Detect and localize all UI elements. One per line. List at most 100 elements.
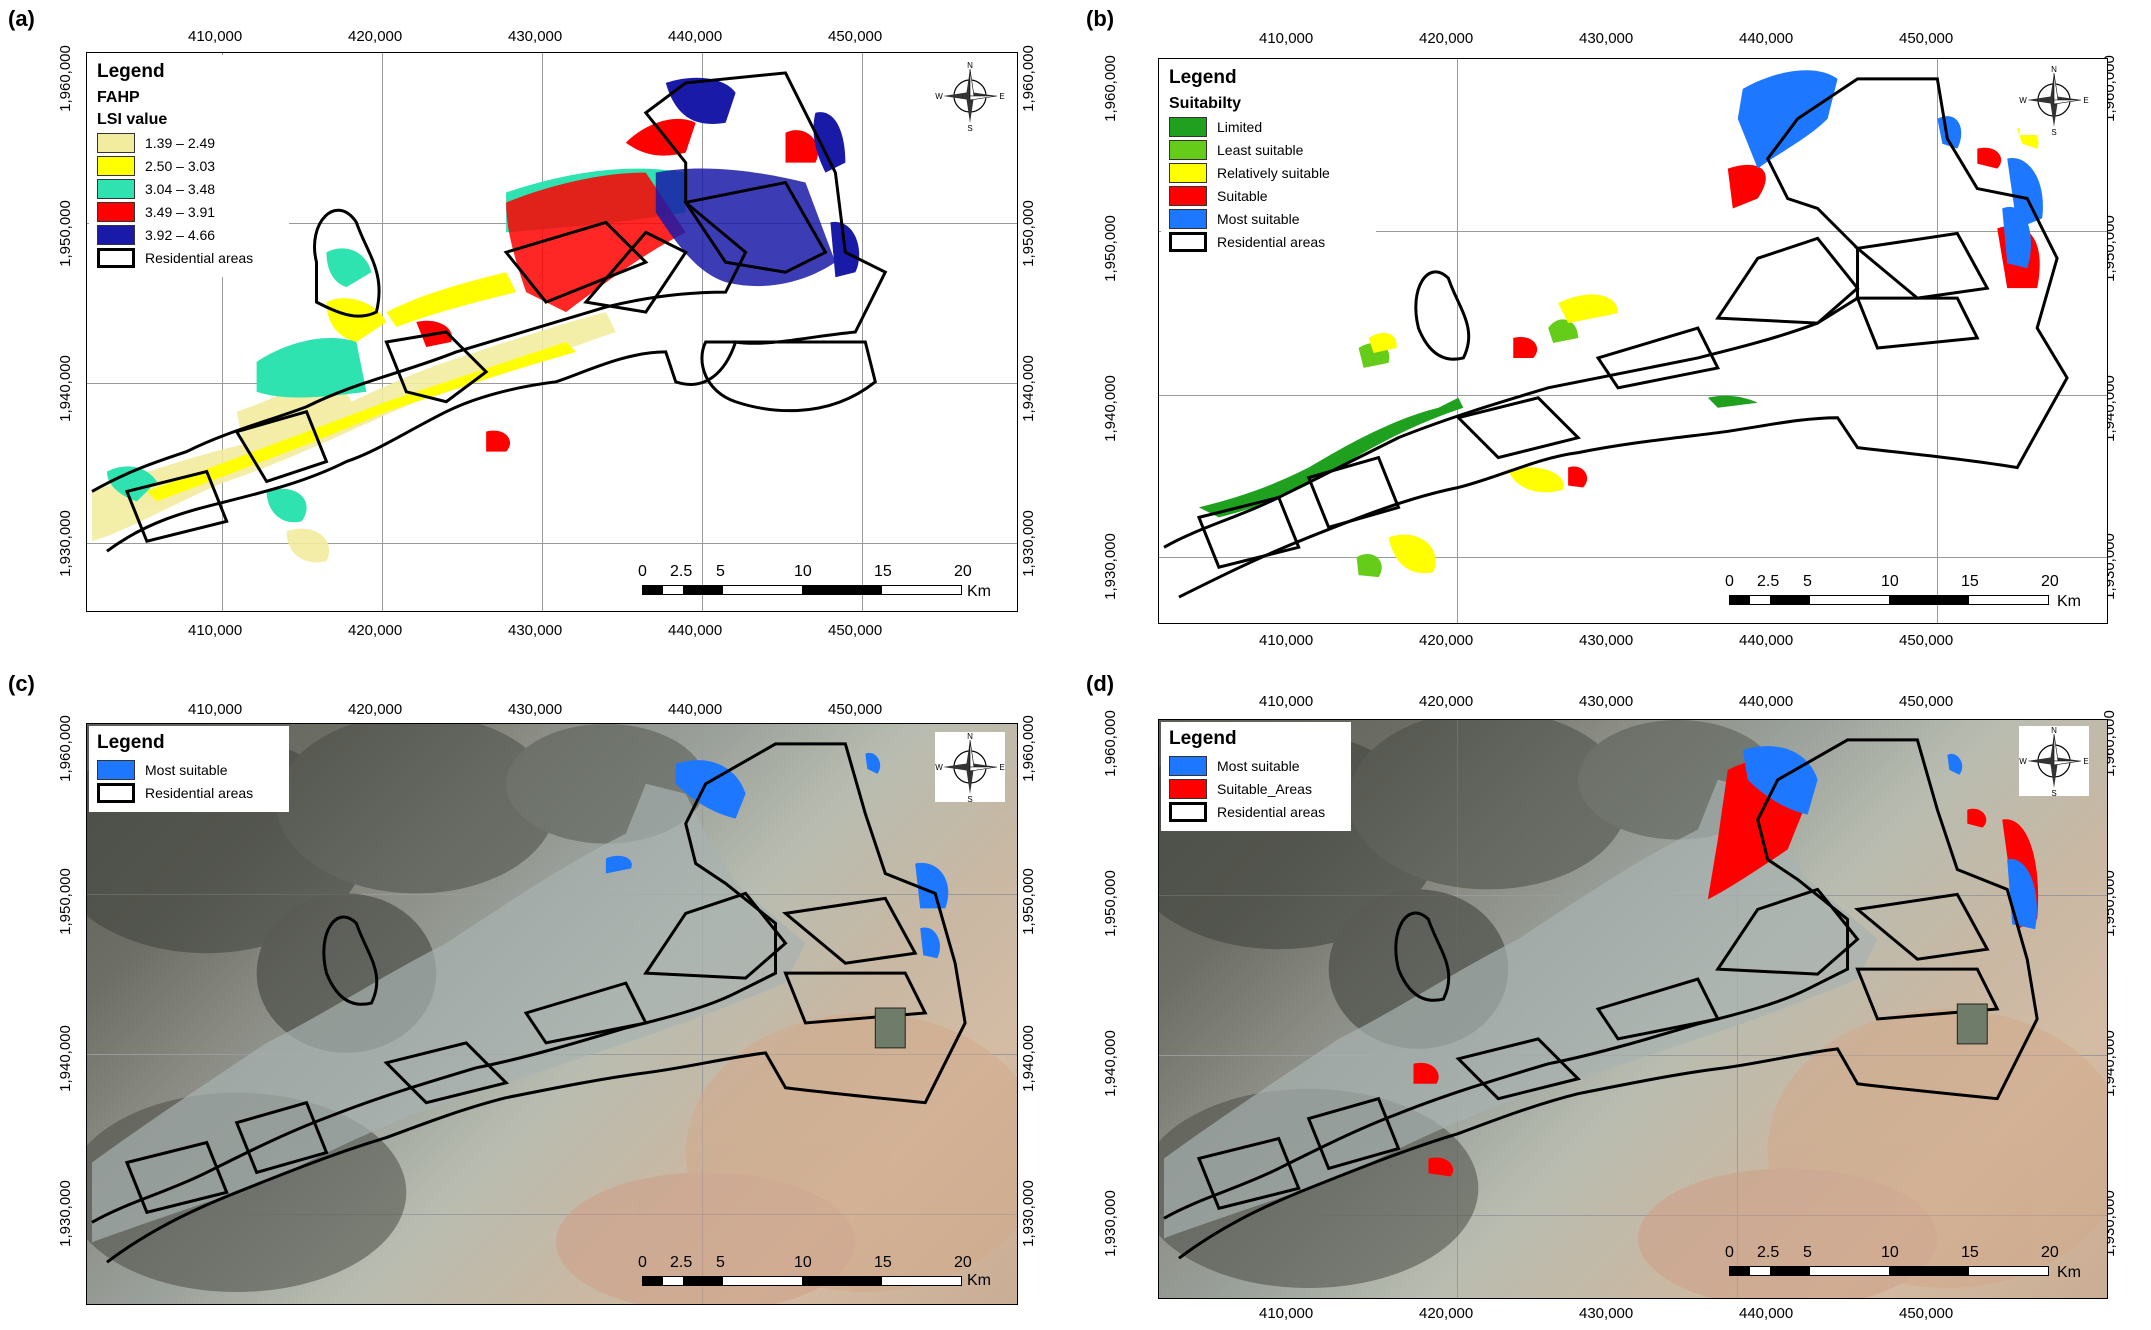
legend-swatch bbox=[1169, 186, 1207, 206]
legend-swatch bbox=[97, 783, 135, 803]
legend-item: 2.50 – 3.03 bbox=[97, 156, 281, 176]
legend: Legend FAHP LSI value 1.39 – 2.49 2.50 –… bbox=[89, 55, 289, 277]
x-tick: 440,000 bbox=[1739, 632, 1794, 649]
scale-label: 15 bbox=[874, 563, 892, 580]
legend-swatch bbox=[97, 760, 135, 780]
scale-label: 0 bbox=[1725, 1244, 1734, 1261]
scale-label: 2.5 bbox=[1757, 1244, 1780, 1261]
compass-rose-icon: N S E W bbox=[935, 732, 1004, 804]
north-arrow: N S E W bbox=[935, 732, 1005, 804]
legend-item: 3.04 – 3.48 bbox=[97, 179, 281, 199]
x-tick: 440,000 bbox=[1739, 1305, 1794, 1322]
legend-swatch bbox=[1169, 163, 1207, 183]
legend-item: Least suitable bbox=[1169, 140, 1368, 160]
y-tick: 1,960,000 bbox=[1019, 45, 1037, 112]
compass-e: E bbox=[999, 763, 1004, 772]
compass-e: E bbox=[2083, 757, 2088, 766]
compass-n: N bbox=[2051, 726, 2057, 735]
legend-item: Suitable_Areas bbox=[1169, 779, 1343, 799]
legend-subtitle: Suitabilty bbox=[1169, 95, 1242, 112]
panel-label: (a) bbox=[8, 6, 35, 31]
legend-item-label: Relatively suitable bbox=[1217, 165, 1330, 181]
legend-item: Residential areas bbox=[1169, 802, 1343, 822]
scale-label: 10 bbox=[1881, 573, 1899, 590]
class-limited bbox=[1198, 395, 1758, 518]
y-tick: 1,930,000 bbox=[1019, 510, 1037, 577]
x-tick: 440,000 bbox=[668, 622, 723, 639]
scale-unit: Km bbox=[2057, 593, 2081, 610]
y-tick: 1,940,000 bbox=[56, 1025, 74, 1092]
legend-swatch bbox=[1169, 779, 1207, 799]
legend-item-label: Residential areas bbox=[1217, 804, 1326, 820]
x-tick: 450,000 bbox=[828, 701, 883, 718]
urban-area bbox=[91, 783, 806, 1243]
scale-label: 5 bbox=[1803, 573, 1812, 590]
x-tick: 450,000 bbox=[1899, 693, 1954, 710]
graticule-line bbox=[862, 53, 863, 611]
y-tick: 1,960,000 bbox=[1101, 710, 1119, 777]
legend-item-label: 3.49 – 3.91 bbox=[145, 204, 216, 220]
legend-item: Residential areas bbox=[97, 248, 281, 268]
compass-e: E bbox=[2083, 96, 2088, 105]
legend-item-label: Most suitable bbox=[145, 762, 228, 778]
most-suitable-areas bbox=[1742, 746, 2037, 930]
legend-item-label: Most suitable bbox=[1217, 758, 1300, 774]
legend-swatch bbox=[97, 133, 135, 153]
legend-swatch bbox=[1169, 802, 1207, 822]
y-tick: 1,950,000 bbox=[1019, 200, 1037, 267]
x-tick: 430,000 bbox=[1579, 693, 1634, 710]
legend-swatch bbox=[97, 179, 135, 199]
x-tick: 420,000 bbox=[348, 622, 403, 639]
compass-e: E bbox=[999, 92, 1004, 101]
legend-swatch bbox=[97, 225, 135, 245]
x-tick: 420,000 bbox=[1419, 693, 1474, 710]
graticule-line bbox=[1159, 1215, 2107, 1216]
scale-label: 20 bbox=[954, 1254, 972, 1271]
scale-label: 2.5 bbox=[670, 1254, 693, 1271]
scale-unit: Km bbox=[2057, 1264, 2081, 1281]
legend-item: Limited bbox=[1169, 117, 1368, 137]
compass-w: W bbox=[2019, 96, 2027, 105]
legend-item-label: Suitable_Areas bbox=[1217, 781, 1312, 797]
legend-item-label: Limited bbox=[1217, 119, 1263, 135]
legend-swatch bbox=[1169, 117, 1207, 137]
scale-strip bbox=[1729, 1266, 2049, 1276]
scale-label: 10 bbox=[1881, 1244, 1899, 1261]
legend-swatch bbox=[1169, 209, 1207, 229]
scale-label: 15 bbox=[874, 1254, 892, 1271]
x-tick: 440,000 bbox=[1739, 693, 1794, 710]
scale-label: 10 bbox=[794, 1254, 812, 1271]
legend-item-label: Residential areas bbox=[145, 250, 254, 266]
scale-label: 15 bbox=[1961, 573, 1979, 590]
legend-item: Most suitable bbox=[1169, 756, 1343, 776]
graticule-line bbox=[1159, 395, 2107, 396]
legend-item-label: Most suitable bbox=[1217, 211, 1300, 227]
scale-bar: 0 2.5 5 10 15 20 bbox=[638, 563, 972, 603]
panel-c: (c) 410,000 420,000 430,000 440,000 450,… bbox=[0, 665, 1075, 1330]
legend-item: Most suitable bbox=[1169, 209, 1368, 229]
y-tick: 1,940,000 bbox=[1019, 1025, 1037, 1092]
scale-unit: Km bbox=[967, 1272, 991, 1289]
map-frame: Legend Most suitable Residential areas N… bbox=[86, 723, 1018, 1305]
graticule-line bbox=[222, 53, 223, 611]
scale-label: 2.5 bbox=[670, 563, 693, 580]
legend: Legend Most suitable Suitable_Areas Resi… bbox=[1161, 722, 1351, 831]
north-arrow: N S E W bbox=[935, 61, 1005, 133]
y-tick: 1,950,000 bbox=[1101, 870, 1119, 937]
x-tick: 410,000 bbox=[188, 701, 243, 718]
class-most bbox=[1737, 70, 2043, 269]
legend-subtitle: FAHP bbox=[97, 89, 140, 106]
facility-block bbox=[1956, 1003, 1988, 1045]
facility-block bbox=[874, 1007, 906, 1049]
legend-item: Residential areas bbox=[97, 783, 281, 803]
y-tick: 1,930,000 bbox=[1019, 1180, 1037, 1247]
compass-n: N bbox=[967, 732, 973, 741]
x-tick: 410,000 bbox=[188, 28, 243, 45]
legend-item: 3.92 – 4.66 bbox=[97, 225, 281, 245]
x-tick: 430,000 bbox=[508, 701, 563, 718]
y-tick: 1,930,000 bbox=[1101, 1190, 1119, 1257]
scale-unit: Km bbox=[967, 583, 991, 600]
scale-label: 5 bbox=[716, 563, 725, 580]
compass-s: S bbox=[2051, 128, 2056, 135]
scale-label: 2.5 bbox=[1757, 573, 1780, 590]
